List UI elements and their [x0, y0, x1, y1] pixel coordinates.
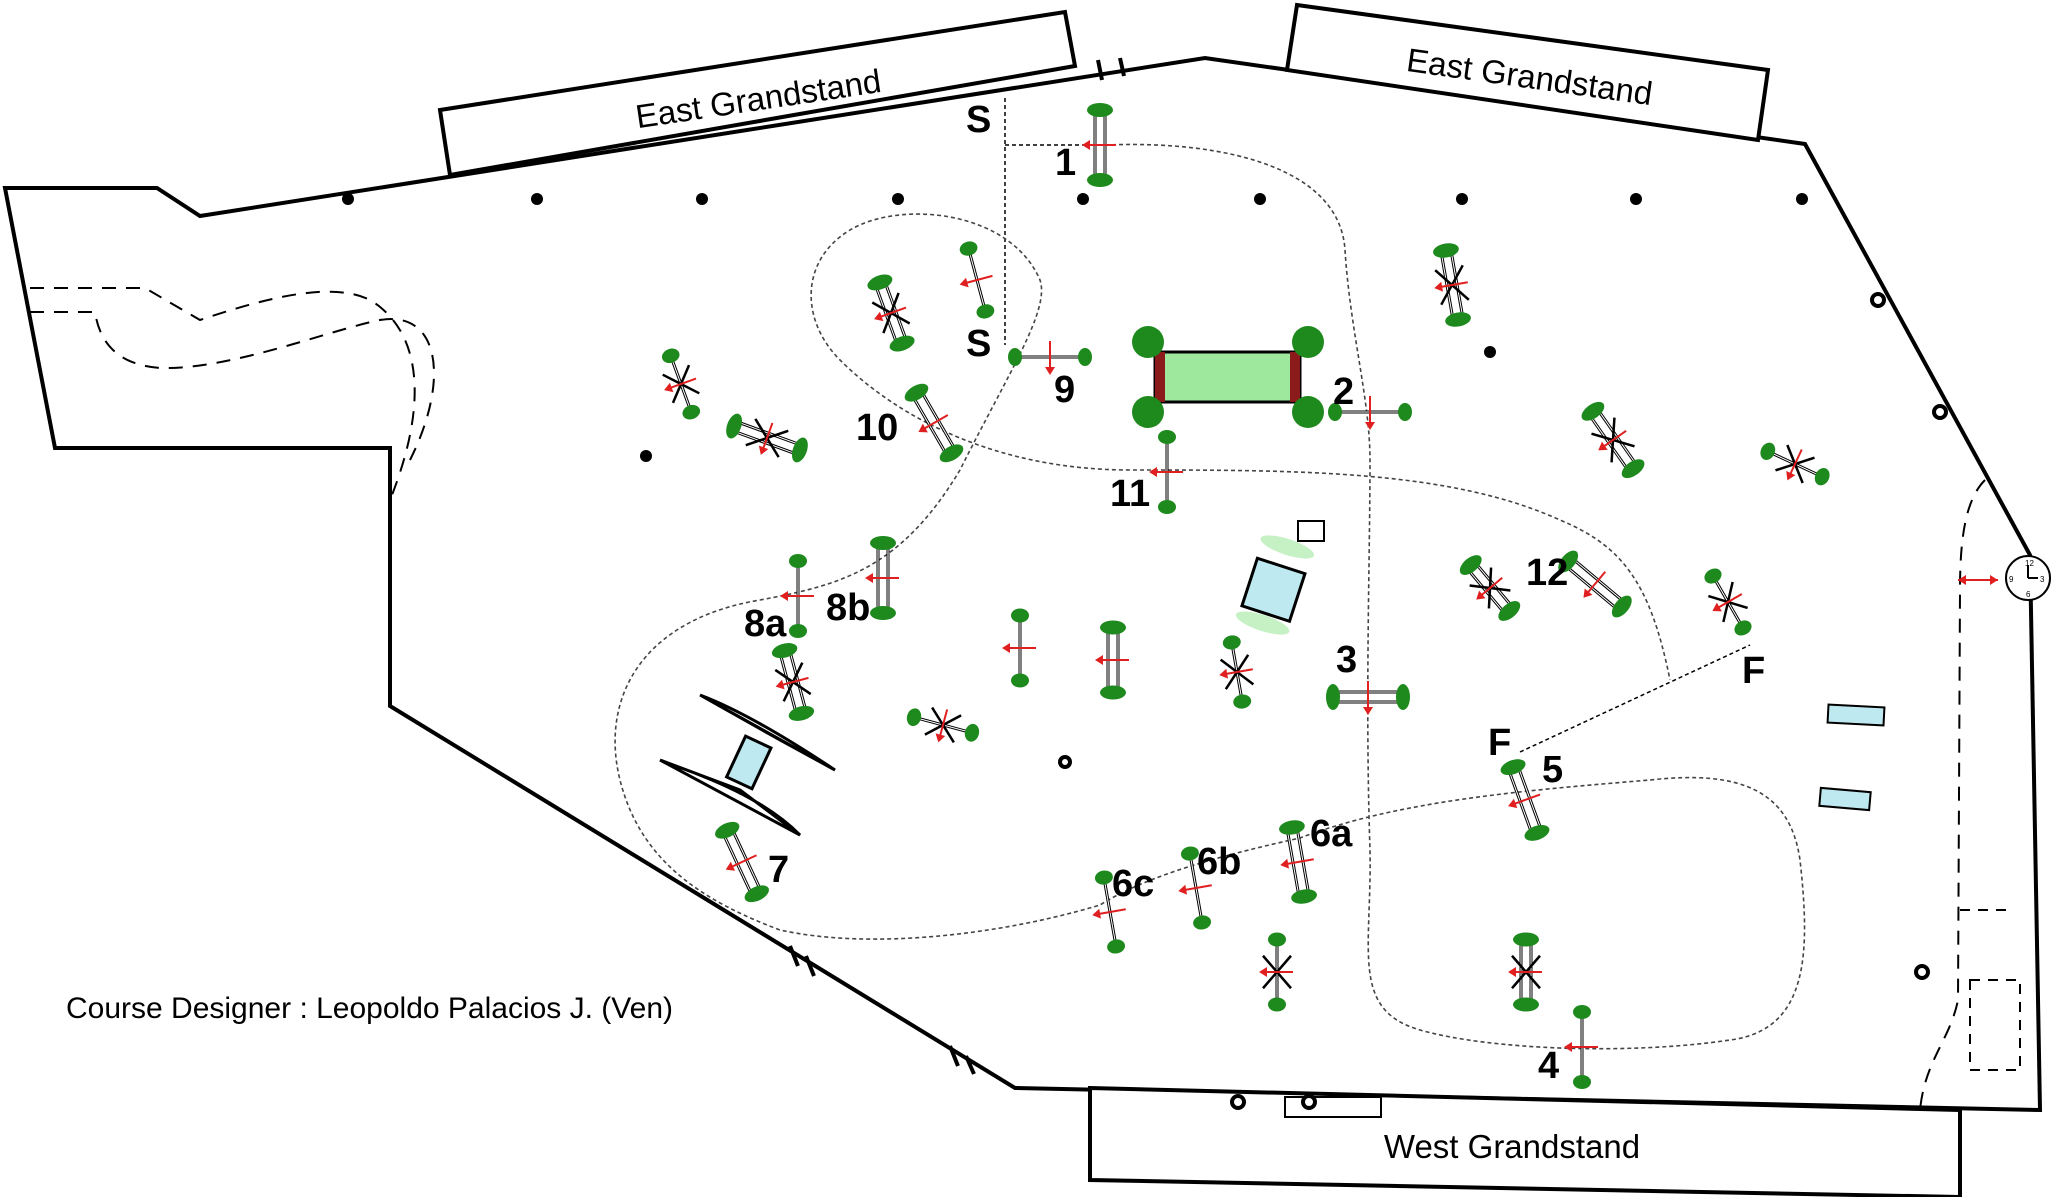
tree-2 — [1132, 396, 1164, 428]
east-grandstand-left: East Grandstand — [437, 9, 1078, 178]
jump-label-10: 10 — [856, 407, 898, 449]
clock-3: 3 — [2040, 575, 2045, 584]
water-tray-2 — [1818, 786, 1872, 812]
fence-2 — [1328, 396, 1412, 430]
fence-7 — [715, 821, 769, 903]
fence-f — [1581, 401, 1645, 479]
course-route — [614, 143, 1806, 1050]
judge-box — [1297, 520, 1325, 542]
arena-outline — [2, 55, 2043, 1113]
fence-o — [1259, 932, 1293, 1012]
jump-label-6a: 6a — [1310, 813, 1353, 855]
fence-e — [1433, 243, 1471, 327]
fence-11 — [1149, 430, 1183, 514]
course-equipment — [659, 103, 1886, 1089]
jump-label-4: 4 — [1538, 1045, 1559, 1087]
fence-9 — [1008, 341, 1092, 375]
fence-5 — [1500, 759, 1550, 841]
tree-4 — [1292, 396, 1324, 428]
jump-label-7: 7 — [768, 849, 789, 891]
fence-m — [771, 643, 815, 721]
finish-marker: F — [1742, 650, 1765, 692]
fence-g — [1760, 442, 1830, 486]
fence-6b — [1178, 846, 1212, 930]
clock-12: 12 — [2025, 559, 2034, 568]
jump-label-6c: 6c — [1112, 863, 1154, 905]
fence-10 — [904, 383, 964, 463]
fence-a — [959, 241, 995, 319]
fence-i — [1704, 568, 1752, 636]
finish-marker-left: F — [1488, 722, 1511, 764]
tree-1 — [1132, 326, 1164, 358]
finish-line — [1519, 644, 1751, 753]
gate-ticks — [788, 57, 1126, 1075]
liverpool-wings — [659, 693, 836, 837]
fence-c — [661, 348, 701, 420]
warmup-track — [30, 287, 416, 501]
fence-8a — [780, 554, 814, 638]
tree-3 — [1292, 326, 1324, 358]
water-jump — [1153, 350, 1302, 404]
course-designer: Course Designer : Leopoldo Palacios J. (… — [66, 992, 673, 1025]
start-marker: S — [966, 99, 991, 141]
east-grandstand-right: East Grandstand — [1284, 2, 1771, 143]
clock-9: 9 — [2009, 575, 2014, 584]
jump-label-3: 3 — [1336, 639, 1357, 681]
fence-6a — [1279, 820, 1317, 904]
west-grandstand-label: West Grandstand — [1384, 1128, 1640, 1165]
jump-label-9: 9 — [1054, 369, 1075, 411]
fence-1 — [1082, 103, 1116, 187]
warmup-track-inner — [30, 311, 435, 461]
jump-label-8a: 8a — [744, 603, 787, 645]
fence-3 — [1326, 681, 1410, 715]
fence-b — [867, 274, 915, 352]
fence-4 — [1564, 1005, 1598, 1089]
service-lane — [1919, 479, 1986, 1111]
start-marker-inner: S — [966, 323, 991, 365]
jump-label-5: 5 — [1542, 749, 1563, 791]
clock-6: 6 — [2026, 590, 2031, 599]
arena-clock: 12 3 6 9 — [1958, 555, 2051, 601]
jump-label-1: 1 — [1055, 142, 1076, 184]
arena-posts — [342, 193, 1808, 462]
jump-label-2: 2 — [1333, 371, 1354, 413]
center-water — [1235, 535, 1315, 635]
fence-8b — [865, 536, 899, 620]
fence-h — [1459, 555, 1521, 621]
jump-label-11: 11 — [1110, 473, 1150, 515]
fence-j — [1002, 608, 1036, 688]
fence-p — [1508, 932, 1542, 1012]
ring-posts — [1058, 292, 1948, 1110]
fence-k — [1095, 620, 1129, 700]
fence-n — [906, 706, 980, 744]
west-grandstand: West Grandstand — [1088, 1085, 1962, 1197]
service-lane-box — [1960, 909, 2021, 1071]
fence-6c — [1092, 870, 1126, 954]
fence-d — [726, 413, 808, 463]
fence-12 — [1558, 550, 1632, 618]
jump-label-8b: 8b — [826, 587, 870, 629]
jump-label-6b: 6b — [1197, 841, 1241, 883]
fence-l — [1219, 635, 1255, 709]
jump-label-12: 12 — [1526, 552, 1568, 594]
water-tray-1 — [1826, 703, 1886, 727]
